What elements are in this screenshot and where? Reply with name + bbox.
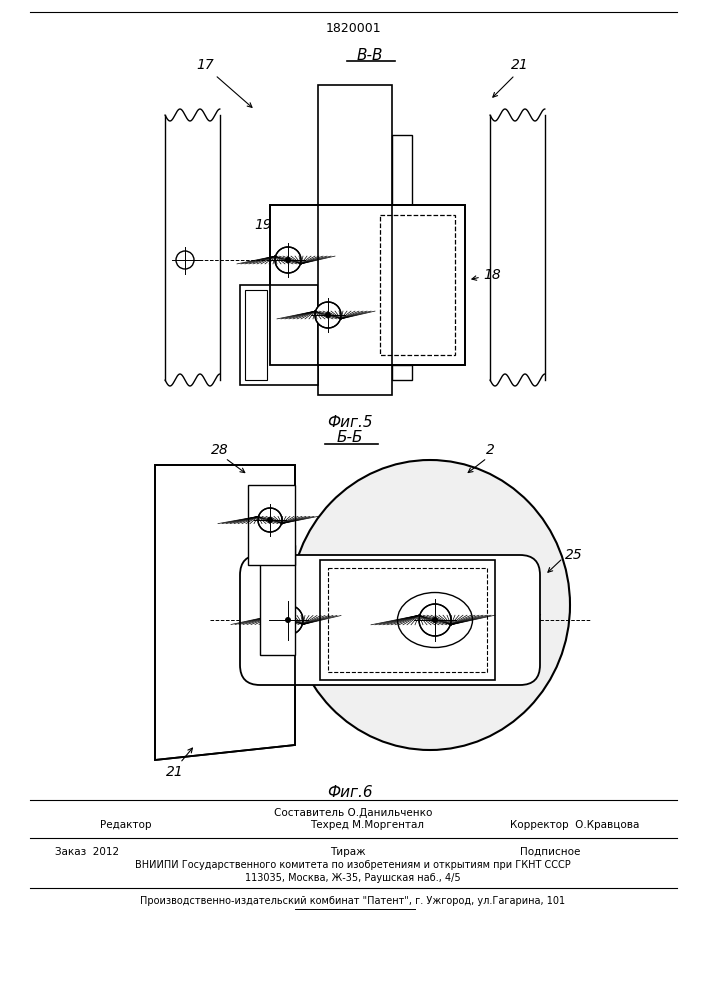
Bar: [320, 560, 495, 680]
Text: 21: 21: [166, 765, 184, 779]
Circle shape: [275, 247, 301, 273]
Bar: [392, 365, 412, 380]
Text: ВНИИПИ Государственного комитета по изобретениям и открытиям при ГКНТ СССР: ВНИИПИ Государственного комитета по изоб…: [135, 860, 571, 870]
Bar: [260, 545, 295, 655]
Text: 26: 26: [525, 613, 543, 627]
Text: 28: 28: [211, 443, 229, 457]
Ellipse shape: [290, 460, 570, 750]
Text: 12: 12: [507, 558, 525, 572]
Bar: [318, 205, 392, 365]
Text: Заказ  2012: Заказ 2012: [55, 847, 119, 857]
Text: 18: 18: [483, 268, 501, 282]
Circle shape: [285, 617, 291, 623]
Text: 13: 13: [507, 668, 525, 682]
Text: 25: 25: [565, 548, 583, 562]
Text: Редактор: Редактор: [100, 820, 151, 830]
Bar: [318, 85, 392, 205]
Bar: [380, 215, 455, 355]
Text: Фиг.5: Фиг.5: [327, 415, 373, 430]
Bar: [318, 365, 392, 395]
Circle shape: [432, 617, 438, 623]
Text: Техред М.Моргентал: Техред М.Моргентал: [310, 820, 424, 830]
Text: В-В: В-В: [357, 47, 383, 62]
Bar: [270, 205, 465, 365]
Text: 19: 19: [254, 218, 272, 232]
Text: 17: 17: [196, 58, 214, 72]
Polygon shape: [155, 465, 295, 760]
Text: Фиг.6: Фиг.6: [327, 785, 373, 800]
Text: Подписное: Подписное: [520, 847, 580, 857]
Circle shape: [258, 508, 282, 532]
Bar: [328, 568, 487, 672]
FancyBboxPatch shape: [240, 555, 540, 685]
Circle shape: [325, 312, 331, 318]
Bar: [240, 285, 318, 385]
Bar: [270, 205, 465, 365]
Circle shape: [267, 517, 273, 523]
Text: Производственно-издательский комбинат "Патент", г. Ужгород, ул.Гагарина, 101: Производственно-издательский комбинат "П…: [141, 896, 566, 906]
Text: Составитель О.Данильченко: Составитель О.Данильченко: [274, 808, 432, 818]
Text: 21: 21: [511, 58, 529, 72]
Circle shape: [176, 251, 194, 269]
Text: Корректор  О.Кравцова: Корректор О.Кравцова: [510, 820, 639, 830]
Ellipse shape: [397, 592, 472, 648]
Bar: [392, 135, 412, 205]
Text: 27: 27: [269, 648, 287, 662]
Circle shape: [285, 257, 291, 263]
Text: Тираж: Тираж: [330, 847, 366, 857]
Circle shape: [315, 302, 341, 328]
Circle shape: [419, 604, 451, 636]
Text: 20: 20: [346, 316, 363, 330]
Text: 1820001: 1820001: [325, 22, 381, 35]
Circle shape: [273, 605, 303, 635]
Bar: [245, 290, 267, 380]
Text: Б-Б: Б-Б: [337, 430, 363, 444]
Text: 113035, Москва, Ж-35, Раушская наб., 4/5: 113035, Москва, Ж-35, Раушская наб., 4/5: [245, 873, 461, 883]
Bar: [248, 485, 295, 565]
Text: 2: 2: [486, 443, 494, 457]
